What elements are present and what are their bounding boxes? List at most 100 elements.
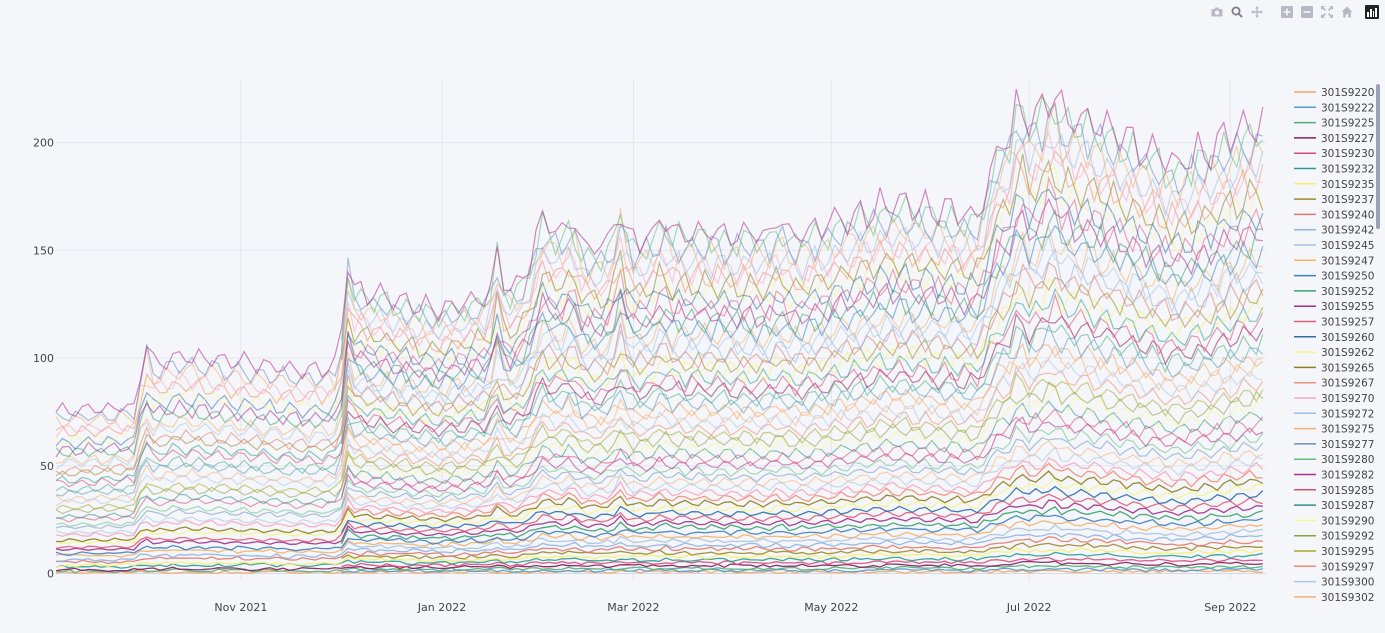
camera-icon[interactable] — [1209, 4, 1225, 20]
legend-label: 301S9250 — [1321, 271, 1374, 283]
legend[interactable]: 301S9220 301S9222 301S9225 301S9227 301S9230… — [1294, 87, 1374, 604]
legend-item[interactable]: 301S9227 — [1294, 133, 1374, 145]
legend-label: 301S9290 — [1321, 515, 1374, 527]
legend-item[interactable]: 301S9282 — [1294, 470, 1374, 482]
legend-item[interactable]: 301S9257 — [1294, 317, 1374, 329]
series-line — [55, 188, 1264, 451]
legend-label: 301S9275 — [1321, 424, 1374, 436]
zoom-in-icon[interactable] — [1279, 4, 1295, 20]
x-tick-label: Mar 2022 — [607, 601, 659, 614]
series-line — [55, 233, 1264, 470]
legend-label: 301S9295 — [1321, 546, 1374, 558]
legend-label: 301S9302 — [1321, 592, 1374, 604]
series-line — [340, 277, 1264, 429]
legend-item[interactable]: 301S9252 — [1294, 286, 1374, 298]
legend-item[interactable]: 301S9235 — [1294, 179, 1374, 191]
legend-item[interactable]: 301S9247 — [1294, 255, 1374, 267]
y-tick-label: 200 — [33, 137, 54, 150]
zoom-out-icon[interactable] — [1299, 4, 1315, 20]
legend-label: 301S9297 — [1321, 561, 1374, 573]
legend-item[interactable]: 301S9272 — [1294, 408, 1374, 420]
series-line — [55, 224, 1263, 466]
autoscale-icon[interactable] — [1319, 4, 1335, 20]
series-line — [55, 445, 1263, 535]
series-line — [55, 476, 1263, 545]
legend-item[interactable]: 301S9297 — [1294, 561, 1374, 573]
legend-item[interactable]: 301S9285 — [1294, 485, 1374, 497]
legend-item[interactable]: 301S9295 — [1294, 546, 1374, 558]
legend-label: 301S9282 — [1321, 470, 1374, 482]
legend-item[interactable]: 301S9230 — [1294, 148, 1374, 160]
legend-item[interactable]: 301S9245 — [1294, 240, 1374, 252]
legend-label: 301S9240 — [1321, 209, 1374, 221]
legend-item[interactable]: 301S9290 — [1294, 515, 1374, 527]
series-lines — [55, 88, 1264, 574]
y-tick-label: 0 — [47, 568, 54, 581]
legend-item[interactable]: 301S9242 — [1294, 225, 1374, 237]
legend-label: 301S9220 — [1321, 87, 1374, 99]
legend-label: 301S9230 — [1321, 148, 1374, 160]
legend-item[interactable]: 301S9250 — [1294, 271, 1374, 283]
legend-label: 301S9300 — [1321, 577, 1374, 589]
legend-item[interactable]: 301S9267 — [1294, 378, 1374, 390]
series-line — [55, 372, 1264, 511]
legend-item[interactable]: 301S9255 — [1294, 301, 1374, 313]
legend-item[interactable]: 301S9280 — [1294, 454, 1374, 466]
series-line — [341, 556, 1263, 568]
series-line — [55, 551, 1263, 569]
legend-item[interactable]: 301S9287 — [1294, 500, 1374, 512]
legend-item[interactable]: 301S9270 — [1294, 393, 1374, 405]
series-line — [340, 365, 1264, 479]
series-line — [55, 323, 1264, 497]
series-line — [341, 567, 1263, 574]
series-line — [340, 386, 1264, 489]
series-line — [55, 197, 1263, 458]
legend-label: 301S9247 — [1321, 255, 1374, 267]
y-axis-ticks: 0 50 100 150 200 — [33, 137, 54, 581]
legend-label: 301S9277 — [1321, 439, 1374, 451]
series-line — [55, 292, 1264, 488]
y-tick-label: 100 — [33, 352, 54, 365]
legend-label: 301S9242 — [1321, 225, 1374, 237]
series-line — [340, 248, 1263, 419]
x-tick-label: Jan 2022 — [417, 601, 466, 614]
legend-scrollbar[interactable] — [1376, 84, 1380, 229]
series-line — [55, 514, 1264, 557]
legend-item[interactable]: 301S9275 — [1294, 424, 1374, 436]
x-tick-label: May 2022 — [804, 601, 858, 614]
series-line — [340, 524, 1263, 552]
legend-label: 301S9260 — [1321, 332, 1374, 344]
legend-item[interactable]: 301S9265 — [1294, 362, 1374, 374]
zoom-icon[interactable] — [1229, 4, 1245, 20]
legend-item[interactable]: 301S9300 — [1294, 577, 1374, 589]
series-line — [55, 408, 1264, 523]
legend-label: 301S9270 — [1321, 393, 1374, 405]
series-line — [55, 88, 1264, 417]
legend-item[interactable]: 301S9220 — [1294, 87, 1374, 99]
series-line — [55, 323, 1264, 494]
series-line — [341, 542, 1263, 560]
pan-icon[interactable] — [1249, 4, 1265, 20]
legend-item[interactable]: 301S9240 — [1294, 209, 1374, 221]
series-line — [55, 359, 1263, 507]
legend-label: 301S9245 — [1321, 240, 1374, 252]
series-line — [55, 560, 1263, 572]
x-tick-label: Nov 2021 — [214, 601, 267, 614]
legend-label: 301S9287 — [1321, 500, 1374, 512]
legend-item[interactable]: 301S9237 — [1294, 194, 1374, 206]
legend-item[interactable]: 301S9260 — [1294, 332, 1374, 344]
legend-item[interactable]: 301S9277 — [1294, 439, 1374, 451]
legend-item[interactable]: 301S9262 — [1294, 347, 1374, 359]
plotly-logo-icon[interactable] — [1365, 5, 1379, 19]
home-icon[interactable] — [1339, 4, 1355, 20]
legend-label: 301S9285 — [1321, 485, 1374, 497]
legend-label: 301S9265 — [1321, 362, 1374, 374]
legend-item[interactable]: 301S9225 — [1294, 118, 1374, 130]
legend-item[interactable]: 301S9232 — [1294, 164, 1374, 176]
legend-item[interactable]: 301S9302 — [1294, 592, 1374, 604]
legend-item[interactable]: 301S9222 — [1294, 102, 1374, 114]
legend-label: 301S9292 — [1321, 531, 1374, 543]
legend-label: 301S9272 — [1321, 408, 1374, 420]
legend-item[interactable]: 301S9292 — [1294, 531, 1374, 543]
series-line — [55, 520, 1263, 558]
